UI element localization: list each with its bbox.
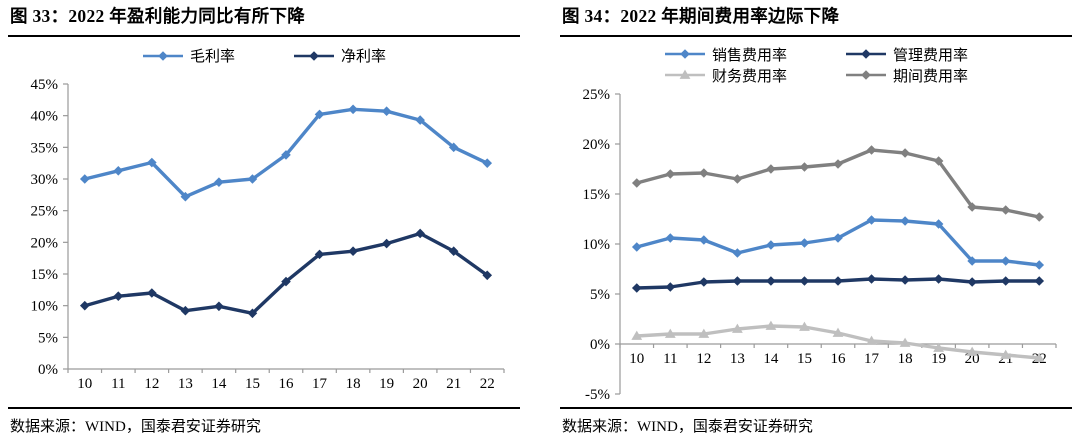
legend-item-1-1: 管理费用率	[845, 44, 968, 65]
legend-item-1-0: 销售费用率	[664, 44, 787, 65]
legend-item-0-0: 毛利率	[142, 45, 235, 66]
figure-34: 图 34：2022 年期间费用率边际下降 销售费用率 管理费用率财务费用率 期间费用…	[560, 4, 1072, 440]
legend-item-1-3: 期间费用率	[845, 65, 968, 86]
figure-34-title: 图 34：2022 年期间费用率边际下降	[562, 6, 840, 26]
svg-text:25%: 25%	[31, 204, 59, 220]
figure-33-source: 数据来源：WIND，国泰君安证券研究	[10, 419, 261, 435]
svg-text:15: 15	[245, 376, 260, 392]
figure-34-legend: 销售费用率 管理费用率财务费用率 期间费用率	[560, 44, 1072, 86]
svg-text:18: 18	[898, 351, 913, 367]
figure-34-title-divider	[560, 34, 1072, 37]
figure-33-legend: 毛利率 净利率	[8, 44, 520, 68]
legend-diamond-swatch	[294, 51, 334, 61]
figure-34-source: 数据来源：WIND，国泰君安证券研究	[562, 419, 813, 435]
svg-text:22: 22	[480, 376, 495, 392]
svg-text:16: 16	[831, 351, 847, 367]
figure-34-source-divider	[560, 407, 1072, 409]
spacer	[560, 400, 1072, 407]
figure-33-chart: 0% 5% 10% 15% 20% 25% 30% 35% 40% 45% 10 11 12 13 14 15…	[31, 77, 505, 392]
svg-text:17: 17	[864, 351, 880, 367]
svg-text:14: 14	[211, 376, 227, 392]
svg-text:0%: 0%	[38, 362, 58, 378]
svg-text:12: 12	[144, 376, 159, 392]
figure-33: 图 33：2022 年盈利能力同比有所下降 毛利率 净利率 0% 5% 10% 15% 2…	[8, 4, 520, 440]
figure-33-title: 图 33：2022 年盈利能力同比有所下降	[10, 6, 306, 26]
legend-label: 净利率	[341, 49, 387, 66]
svg-text:15%: 15%	[31, 267, 59, 283]
svg-text:20%: 20%	[583, 137, 611, 153]
svg-text:11: 11	[663, 351, 677, 367]
svg-text:11: 11	[111, 376, 125, 392]
svg-text:40%: 40%	[31, 109, 59, 125]
svg-text:16: 16	[279, 376, 295, 392]
svg-text:14: 14	[763, 351, 779, 367]
legend-triangle-swatch	[664, 69, 705, 80]
svg-text:18: 18	[346, 376, 361, 392]
legend-diamond-swatch	[142, 51, 183, 61]
legend-diamond-swatch	[846, 70, 886, 81]
svg-text:20: 20	[413, 376, 428, 392]
svg-text:5%: 5%	[590, 287, 610, 303]
svg-text:-5%: -5%	[585, 387, 610, 400]
legend-label: 管理费用率	[893, 47, 969, 64]
legend-diamond-swatch	[846, 49, 886, 60]
figure-34-chart: -5%0%5%10%15%20%25%10 11 12 13 14 15 16 17 18 19 2…	[583, 88, 1057, 400]
svg-text:15%: 15%	[583, 187, 611, 203]
svg-text:15: 15	[797, 351, 812, 367]
svg-text:5%: 5%	[38, 330, 58, 346]
svg-text:30%: 30%	[31, 172, 59, 188]
svg-text:19: 19	[931, 351, 946, 367]
svg-text:10: 10	[77, 376, 92, 392]
svg-text:10%: 10%	[31, 299, 59, 315]
legend-diamond-swatch	[664, 49, 705, 60]
svg-text:45%: 45%	[31, 77, 59, 93]
legend-label: 销售费用率	[711, 47, 787, 64]
svg-text:21: 21	[446, 376, 461, 392]
svg-text:10%: 10%	[583, 237, 611, 253]
svg-text:35%: 35%	[31, 140, 59, 156]
svg-text:19: 19	[379, 376, 394, 392]
legend-item-0-1: 净利率	[293, 45, 386, 66]
legend-label: 期间费用率	[893, 68, 969, 85]
svg-text:13: 13	[178, 376, 193, 392]
svg-text:13: 13	[730, 351, 745, 367]
svg-text:20%: 20%	[31, 235, 59, 251]
figure-33-title-divider	[8, 34, 520, 37]
svg-text:17: 17	[312, 376, 328, 392]
figure-33-source-divider	[8, 407, 520, 409]
legend-label: 财务费用率	[711, 68, 787, 85]
legend-label: 毛利率	[189, 49, 235, 66]
legend-item-1-2: 财务费用率	[664, 65, 787, 86]
svg-text:10: 10	[629, 351, 644, 367]
svg-text:0%: 0%	[590, 337, 610, 353]
svg-text:12: 12	[696, 351, 711, 367]
svg-text:25%: 25%	[583, 88, 611, 103]
spacer	[8, 396, 520, 407]
